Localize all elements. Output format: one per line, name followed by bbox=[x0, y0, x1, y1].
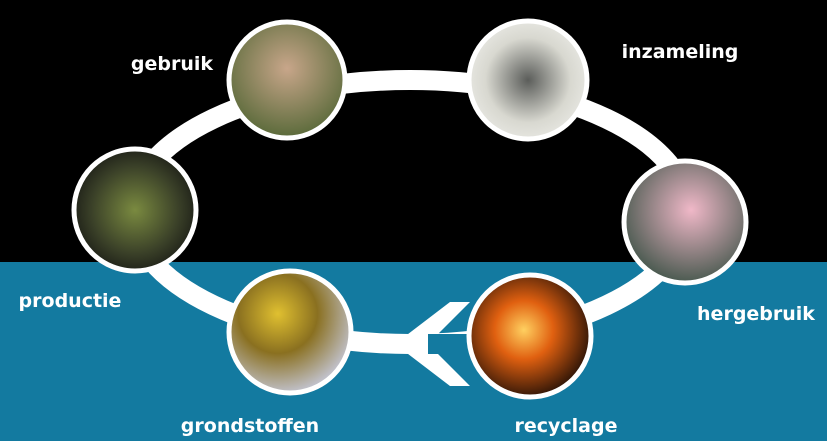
node-label: hergebruik bbox=[697, 303, 815, 325]
cycle-diagram: gebruik inzameling hergebruik recyclage … bbox=[0, 0, 827, 441]
ring-gap bbox=[428, 334, 473, 354]
photo-grondstoffen bbox=[229, 271, 351, 393]
photo-gebruik bbox=[229, 22, 345, 138]
photo-inzameling bbox=[469, 21, 587, 139]
node-label: productie bbox=[19, 290, 122, 312]
node-label: gebruik bbox=[131, 53, 213, 75]
node-label: recyclage bbox=[515, 415, 618, 437]
photo-productie bbox=[74, 149, 196, 271]
photo-hergebruik bbox=[624, 161, 746, 283]
photo-recyclage bbox=[469, 275, 591, 397]
node-label: inzameling bbox=[622, 41, 739, 63]
node-label: grondstoffen bbox=[181, 415, 319, 437]
